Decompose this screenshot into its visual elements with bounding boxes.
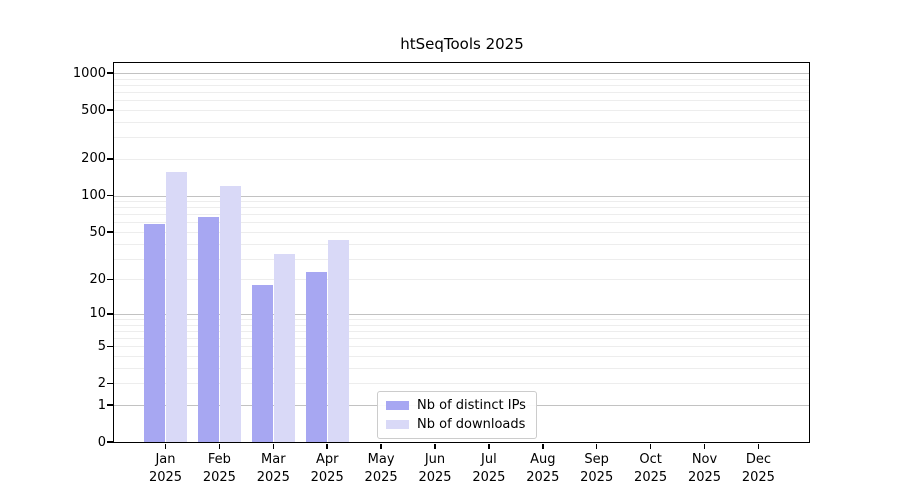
gridlines-layer: [114, 63, 809, 442]
x-tick-label-oct: Oct 2025: [634, 452, 668, 485]
legend-swatch-distinct-ips-icon: [386, 401, 409, 410]
major-gridline: [114, 313, 809, 315]
minor-gridline: [114, 338, 809, 340]
minor-gridline: [114, 356, 809, 357]
minor-gridline: [114, 243, 809, 245]
minor-gridline: [114, 137, 809, 139]
bar-distinct-ips-apr: [305, 272, 327, 442]
minor-gridline: [114, 368, 809, 369]
x-tick-label-jun: Jun 2025: [418, 452, 452, 485]
minor-gridline: [114, 121, 809, 123]
minor-gridline: [114, 258, 809, 260]
y-tick-label: 5: [97, 338, 106, 354]
x-tick-label-jan: Jan 2025: [148, 452, 183, 485]
x-tick-mark: [326, 443, 328, 449]
bar-downloads-jan: [166, 172, 187, 442]
y-tick-mark: [106, 72, 113, 74]
y-tick-mark: [106, 404, 113, 406]
y-tick-label: 0: [97, 434, 106, 450]
bar-distinct-ips-jan: [144, 224, 165, 442]
legend-label-distinct-ips: Nb of distinct IPs: [417, 398, 526, 413]
y-tick-label: 1: [97, 397, 106, 413]
y-tick-mark: [106, 382, 113, 385]
minor-gridline: [114, 92, 809, 93]
legend: Nb of distinct IPs Nb of downloads: [377, 391, 537, 439]
y-tick-label: 2: [97, 375, 106, 391]
x-tick-mark: [434, 443, 436, 449]
minor-gridline: [114, 279, 809, 281]
x-tick-mark: [380, 443, 382, 449]
bar-downloads-feb: [219, 185, 241, 442]
bars-layer: [114, 63, 809, 442]
y-tick-mark: [106, 158, 113, 160]
y-tick-label: 10: [89, 306, 106, 322]
minor-gridline: [114, 232, 809, 233]
x-tick-mark: [488, 443, 490, 449]
x-tick-label-apr: Apr 2025: [310, 452, 344, 485]
y-tick-label: 20: [89, 271, 106, 287]
bar-downloads-mar: [273, 253, 295, 442]
x-tick-mark: [218, 443, 221, 449]
x-tick-mark: [757, 443, 760, 449]
minor-gridline: [114, 110, 809, 111]
minor-gridline: [114, 207, 809, 209]
plot-area: 0 1 2 5 10 20 50 100 200 500 1000 Jan 2025 Feb 2025 Ma…: [73, 62, 810, 485]
y-tick-mark: [106, 441, 113, 443]
legend-swatch-downloads-icon: [386, 420, 409, 429]
x-tick-label-nov: Nov 2025: [687, 452, 722, 485]
chart-title: htSeqTools 2025: [400, 35, 524, 53]
x-tick-label-aug: Aug 2025: [526, 452, 560, 485]
y-tick-label: 50: [89, 224, 106, 240]
x-tick-mark: [649, 443, 652, 449]
x-tick-mark: [272, 443, 275, 449]
x-tick-mark: [703, 443, 706, 449]
x-tick-label-jul: Jul 2025: [472, 452, 506, 485]
x-tick-label-feb: Feb 2025: [202, 452, 236, 485]
legend-label-downloads: Nb of downloads: [417, 417, 526, 432]
minor-gridline: [114, 100, 809, 102]
y-tick-mark: [106, 231, 113, 233]
major-gridline: [114, 195, 809, 197]
minor-gridline: [114, 319, 809, 320]
legend-entry-downloads: Nb of downloads: [386, 417, 526, 432]
y-tick-mark: [106, 194, 113, 197]
y-tick-mark: [106, 278, 113, 281]
minor-gridline: [114, 78, 809, 80]
legend-entry-distinct-ips: Nb of distinct IPs: [386, 398, 526, 413]
y-tick-mark: [106, 345, 113, 348]
bar-distinct-ips-mar: [251, 284, 273, 442]
y-axis: 0 1 2 5 10 20 50 100 200 500 1000: [73, 63, 809, 449]
y-tick-label: 100: [81, 188, 106, 203]
y-tick-label: 1000: [72, 65, 106, 81]
minor-gridline: [114, 330, 809, 332]
y-tick-label: 200: [81, 151, 106, 167]
x-tick-label-mar: Mar 2025: [256, 452, 290, 485]
bar-downloads-apr: [327, 239, 349, 442]
bar-distinct-ips-feb: [197, 217, 219, 442]
minor-gridline: [114, 383, 809, 385]
minor-gridline: [114, 84, 809, 86]
y-tick-mark: [106, 109, 113, 111]
y-tick-mark: [106, 313, 113, 315]
x-axis: Jan 2025 Feb 2025 Mar 2025 Apr 2025 May 2025 Jun 20…: [114, 63, 809, 485]
x-tick-mark: [595, 443, 598, 449]
y-tick-label: 500: [81, 102, 106, 118]
minor-gridline: [114, 158, 809, 160]
major-gridline: [114, 73, 809, 74]
x-tick-label-may: May 2025: [364, 452, 398, 485]
minor-gridline: [114, 214, 809, 216]
x-tick-mark: [164, 443, 167, 449]
minor-gridline: [114, 222, 809, 224]
minor-gridline: [114, 201, 809, 203]
minor-gridline: [114, 324, 809, 326]
minor-gridline: [114, 346, 809, 348]
x-tick-label-dec: Dec 2025: [741, 452, 775, 485]
x-tick-label-sep: Sep 2025: [580, 452, 614, 485]
x-tick-mark: [542, 443, 544, 449]
